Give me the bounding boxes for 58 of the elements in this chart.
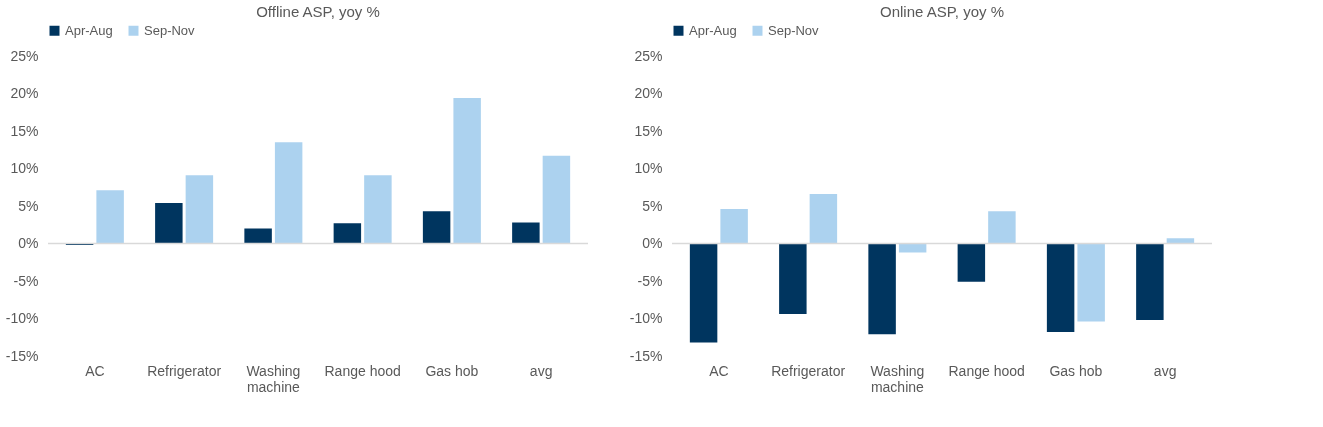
bar (689, 243, 718, 343)
y-tick-label: 10% (634, 160, 663, 176)
bar (155, 203, 183, 244)
x-tick-label: avg (529, 362, 553, 379)
bar (1136, 243, 1164, 320)
y-tick-label: 25% (10, 47, 39, 64)
x-tick-label: Refrigerator (771, 362, 846, 379)
x-tick-label: Washing machine (246, 362, 301, 395)
legend-label: Sep-Nov (144, 22, 196, 38)
bar (868, 243, 896, 335)
y-tick-label: 0% (18, 235, 39, 251)
bar (244, 228, 272, 244)
y-tick-label: -10% (5, 310, 39, 326)
y-tick-label: -10% (629, 310, 663, 326)
x-tick-label: Washing machine (870, 362, 925, 395)
bar (542, 155, 571, 244)
y-tick-label: -15% (629, 347, 663, 364)
x-tick-label: AC (85, 362, 105, 379)
chart-title: Online ASP, yoy % (880, 3, 1004, 20)
bar (274, 142, 303, 244)
y-tick-label: 25% (634, 47, 663, 64)
legend-label: Apr-Aug (689, 22, 737, 38)
y-tick-label: 20% (634, 85, 663, 101)
y-tick-label: -15% (5, 347, 39, 364)
x-tick-label: avg (1153, 362, 1177, 379)
bar (333, 223, 362, 244)
y-tick-label: -5% (637, 272, 663, 289)
x-tick-label: AC (709, 362, 729, 379)
bar (1077, 243, 1105, 322)
y-tick-label: 5% (18, 197, 39, 214)
y-tick-label: 0% (642, 235, 663, 251)
bar (1046, 243, 1075, 332)
legend-label: Sep-Nov (768, 22, 820, 38)
x-tick-label: Gas hob (1049, 362, 1103, 379)
bar (988, 211, 1016, 244)
legend-label: Apr-Aug (65, 22, 113, 38)
x-tick-label: Gas hob (425, 362, 479, 379)
y-tick-label: 20% (10, 85, 39, 101)
x-tick-label: Range hood (324, 362, 401, 379)
y-tick-label: 5% (642, 197, 663, 214)
bar (185, 175, 214, 244)
bar (422, 211, 451, 244)
y-tick-label: 10% (10, 160, 39, 176)
bar (720, 209, 748, 244)
y-tick-label: 15% (10, 122, 39, 139)
x-tick-label: Refrigerator (147, 362, 222, 379)
bar (957, 243, 986, 282)
bar (898, 243, 927, 253)
bar (453, 98, 481, 244)
bar (96, 190, 124, 244)
bar (779, 243, 807, 314)
bar (512, 222, 540, 244)
y-tick-label: 15% (634, 122, 663, 139)
bar (809, 194, 838, 244)
y-tick-label: -5% (13, 272, 39, 289)
chart-title: Offline ASP, yoy % (256, 3, 380, 20)
bar (364, 175, 392, 244)
x-tick-label: Range hood (948, 362, 1025, 379)
